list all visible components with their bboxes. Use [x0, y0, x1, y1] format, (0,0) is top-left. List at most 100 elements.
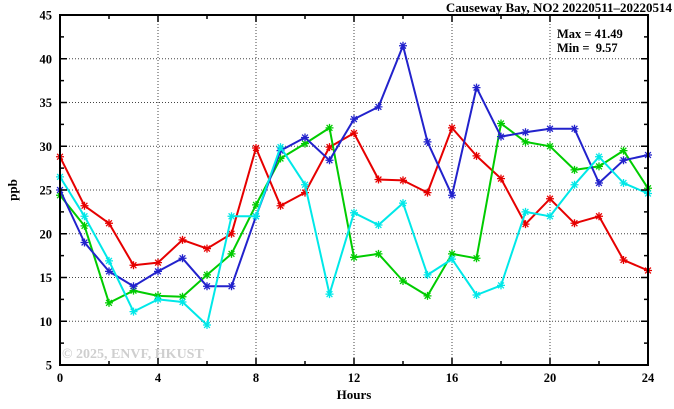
data-point-marker	[399, 199, 407, 208]
data-point-marker	[227, 282, 236, 291]
data-point-marker	[203, 282, 211, 291]
y-tick-label: 10	[40, 315, 53, 329]
data-point-marker	[472, 291, 481, 299]
data-point-marker	[521, 128, 530, 137]
data-point-marker	[276, 143, 285, 152]
data-point-marker	[497, 132, 505, 141]
data-point-marker	[595, 162, 603, 171]
data-point-marker	[178, 298, 187, 306]
x-tick-label: 24	[642, 371, 655, 385]
data-point-marker	[276, 154, 285, 163]
data-point-marker	[80, 238, 89, 247]
data-point-marker	[521, 220, 530, 229]
data-point-marker	[227, 249, 236, 258]
data-point-marker	[570, 165, 579, 174]
data-point-marker	[546, 142, 554, 151]
tick-label-layer: 5 10 15 20 25 30 35 40 45 0 4 8 12 16 20 24	[40, 9, 656, 386]
stat-max: Max = 41.49	[557, 27, 623, 41]
data-point-marker	[301, 180, 309, 189]
data-point-marker	[448, 191, 456, 200]
y-tick-label: 40	[40, 52, 53, 66]
y-tick-label: 25	[40, 184, 53, 198]
data-point-marker	[472, 83, 481, 92]
data-point-marker	[423, 270, 432, 279]
data-point-marker	[350, 208, 358, 217]
tick-layer	[59, 14, 649, 366]
data-point-marker	[129, 307, 138, 316]
data-point-marker	[178, 235, 187, 244]
data-point-marker	[472, 151, 481, 160]
data-point-marker	[350, 253, 358, 262]
data-point-marker	[325, 143, 334, 152]
data-point-marker	[154, 267, 162, 276]
y-tick-label: 35	[40, 96, 53, 110]
series-cyan	[56, 143, 652, 330]
data-point-marker	[448, 123, 456, 132]
data-point-marker	[521, 207, 530, 216]
series-blue	[56, 41, 652, 291]
data-point-marker	[619, 156, 628, 165]
y-tick-label: 15	[40, 271, 53, 285]
data-point-marker	[399, 277, 407, 285]
x-tick-label: 8	[253, 371, 259, 385]
data-point-marker	[252, 212, 260, 221]
data-point-marker	[497, 281, 505, 290]
data-point-marker	[129, 261, 138, 270]
data-point-marker	[325, 123, 334, 132]
data-point-marker	[448, 255, 456, 264]
data-point-marker	[423, 188, 432, 197]
data-point-marker	[350, 115, 358, 124]
y-tick-label: 30	[40, 140, 53, 154]
data-point-marker	[154, 258, 162, 267]
data-point-marker	[276, 201, 285, 210]
data-point-marker	[325, 156, 334, 165]
series-line-cyan	[59, 146, 649, 326]
data-point-marker	[448, 249, 456, 258]
data-point-marker	[301, 139, 309, 148]
data-point-marker	[350, 129, 358, 138]
stat-min: Min = 9.57	[557, 41, 618, 55]
data-point-marker	[80, 212, 89, 221]
data-point-marker	[497, 174, 505, 183]
x-tick-label: 16	[446, 371, 459, 385]
data-point-marker	[129, 286, 138, 295]
data-point-marker	[227, 229, 236, 238]
data-point-marker	[252, 200, 260, 209]
data-point-marker	[374, 102, 383, 111]
data-point-marker	[423, 137, 432, 146]
data-point-marker	[252, 144, 260, 152]
x-axis-label: Hours	[337, 387, 372, 402]
data-point-marker	[570, 180, 579, 189]
y-tick-label: 45	[40, 9, 53, 23]
data-point-marker	[325, 290, 334, 299]
data-point-marker	[423, 291, 432, 300]
data-point-marker	[105, 267, 113, 276]
data-point-marker	[546, 194, 554, 203]
data-point-marker	[227, 212, 236, 221]
data-point-marker	[570, 219, 579, 228]
series-red	[56, 123, 652, 275]
data-point-marker	[374, 221, 383, 229]
data-point-marker	[374, 249, 383, 258]
y-axis-label: ppb	[5, 179, 20, 201]
x-tick-label: 0	[57, 371, 63, 385]
data-point-marker	[105, 219, 113, 228]
data-point-marker	[301, 188, 309, 197]
data-point-marker	[203, 270, 211, 279]
data-point-marker	[301, 133, 309, 142]
data-point-marker	[546, 212, 554, 221]
data-point-marker	[497, 119, 505, 128]
data-point-marker	[595, 212, 603, 221]
data-point-marker	[129, 282, 138, 291]
watermark: © 2025, ENVF, HKUST	[62, 347, 204, 362]
data-point-marker	[619, 256, 628, 264]
data-point-marker	[203, 244, 211, 253]
data-point-marker	[619, 146, 628, 155]
series-layer	[56, 41, 652, 330]
data-point-marker	[105, 298, 113, 307]
data-point-marker	[178, 292, 187, 301]
grid-layer	[60, 15, 648, 365]
data-point-marker	[472, 254, 481, 263]
